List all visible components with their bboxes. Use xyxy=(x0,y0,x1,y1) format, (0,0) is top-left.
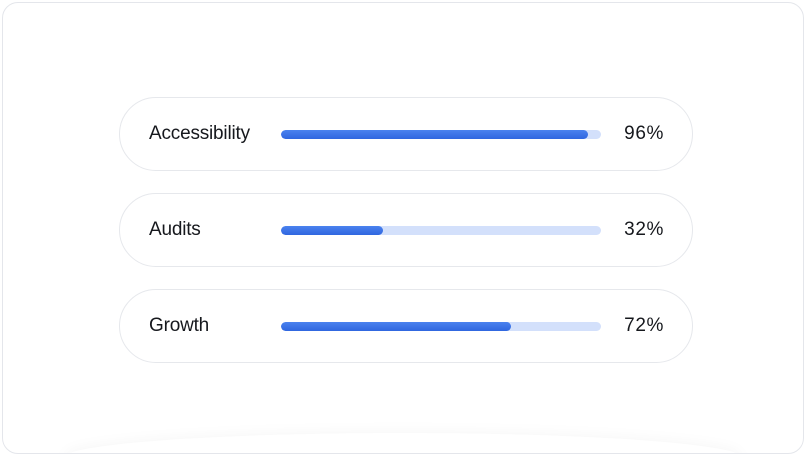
metrics-card: Accessibility 96% Audits 32% Growth 72% xyxy=(2,2,804,454)
metric-row-growth: Growth 72% xyxy=(119,289,693,363)
metric-percent: 32% xyxy=(624,219,664,240)
metric-label: Audits xyxy=(149,219,201,240)
metric-label: Growth xyxy=(149,315,210,336)
metric-percent: 96% xyxy=(624,123,664,144)
progress-fill xyxy=(281,129,589,139)
metric-row-audits: Audits 32% xyxy=(119,193,693,267)
progress-track xyxy=(281,225,601,235)
progress-track xyxy=(281,129,601,139)
metric-row-accessibility: Accessibility 96% xyxy=(119,97,693,171)
metric-label: Accessibility xyxy=(149,123,250,144)
progress-track xyxy=(281,321,601,331)
progress-fill xyxy=(281,321,512,331)
metric-list: Accessibility 96% Audits 32% Growth 72% xyxy=(119,97,693,363)
progress-fill xyxy=(281,225,384,235)
metric-percent: 72% xyxy=(624,315,664,336)
